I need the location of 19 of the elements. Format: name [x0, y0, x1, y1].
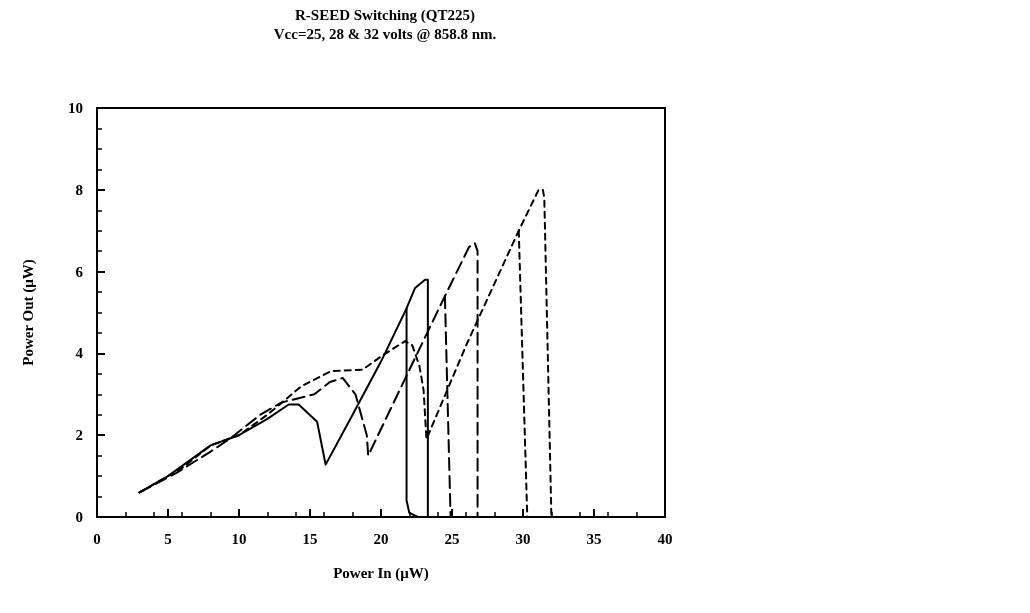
y-tick-label: 0 — [75, 509, 83, 525]
chart-title: R-SEED Switching (QT225) — [294, 6, 476, 24]
y-tick-label: 6 — [75, 263, 84, 280]
y-tick-label: 4 — [75, 345, 84, 362]
x-tick-label: 15 — [302, 530, 318, 547]
y-tick-label: 8 — [75, 181, 83, 198]
x-tick-label: 20 — [373, 530, 389, 547]
y-axis-title: Power Out (μW) — [19, 259, 37, 366]
x-tick-label: 5 — [164, 530, 172, 547]
x-tick-label: 30 — [515, 530, 531, 547]
y-tick-label: 10 — [68, 100, 83, 116]
x-tick-label: 40 — [657, 530, 673, 547]
x-tick-label: 10 — [231, 530, 247, 547]
x-tick-label: 25 — [444, 530, 460, 547]
x-tick-label: 0 — [93, 530, 101, 547]
x-axis-title: Power In (μW) — [333, 564, 429, 582]
y-tick-label: 2 — [75, 427, 83, 444]
chart-subtitle: Vcc=25, 28 & 32 volts @ 858.8 nm. — [273, 25, 497, 42]
x-tick-label: 35 — [586, 530, 602, 547]
